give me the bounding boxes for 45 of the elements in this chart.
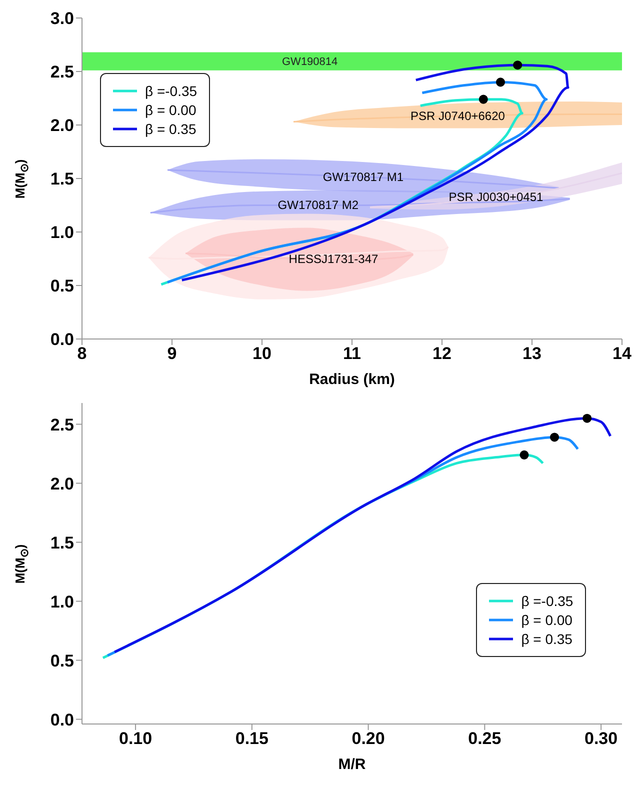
x-tick-label: 11 <box>343 344 361 364</box>
y-tick-label: 0.5 <box>50 276 74 296</box>
y-tick-label: 1.0 <box>50 592 74 612</box>
y-tick-label: 1.5 <box>50 170 74 189</box>
series-label: GW170817 M2 <box>278 198 359 212</box>
y-tick-label: 2.0 <box>50 474 74 494</box>
series-label: HESSJ1731-347 <box>288 252 378 266</box>
y-tick-label: 2.5 <box>50 415 74 434</box>
point <box>550 432 560 442</box>
x-tick-label: 0.25 <box>468 729 502 748</box>
x-tick-label: 0.10 <box>118 729 152 748</box>
y-tick-label: 3.0 <box>50 9 74 28</box>
x-tick-label: 8 <box>77 344 87 364</box>
y-tick-label: 0.0 <box>50 710 74 730</box>
series-label: GW170817 M1 <box>322 170 404 184</box>
y-tick-label: 2.0 <box>50 116 74 136</box>
y-tick-label: 1.0 <box>50 223 74 242</box>
x-tick-label: 0.30 <box>584 729 618 748</box>
x-tick-label: 0.20 <box>352 729 385 748</box>
x-tick-label: 14 <box>612 344 632 364</box>
legend-label: β = 0.00 <box>521 612 572 628</box>
x-tick-label: 10 <box>252 344 272 364</box>
x-axis-title: Radius (km) <box>309 371 395 388</box>
y-tick-label: 1.5 <box>50 533 74 552</box>
legend-label: β =-0.35 <box>145 83 198 99</box>
series-label: PSR J0030+0451 <box>448 190 544 204</box>
point <box>582 414 592 423</box>
point <box>513 60 522 70</box>
legend-label: β = 0.35 <box>145 121 196 137</box>
point <box>496 78 506 87</box>
legend-label: β = 0.35 <box>521 630 572 647</box>
y-tick-label: 0.5 <box>50 651 74 670</box>
x-tick-label: 13 <box>522 344 542 364</box>
x-axis-title: M/R <box>338 756 366 773</box>
point <box>520 450 529 460</box>
x-tick-label: 9 <box>167 344 177 364</box>
series-label: PSR J0740+6620 <box>410 109 505 124</box>
x-tick-label: 12 <box>432 344 452 364</box>
band-label: GW190814 <box>282 56 338 68</box>
y-tick-label: 0.0 <box>50 330 74 350</box>
x-tick-label: 0.15 <box>235 729 268 748</box>
point <box>478 94 488 104</box>
legend-label: β = 0.00 <box>145 102 196 118</box>
y-tick-label: 2.5 <box>50 62 74 82</box>
legend-label: β =-0.35 <box>521 592 574 609</box>
